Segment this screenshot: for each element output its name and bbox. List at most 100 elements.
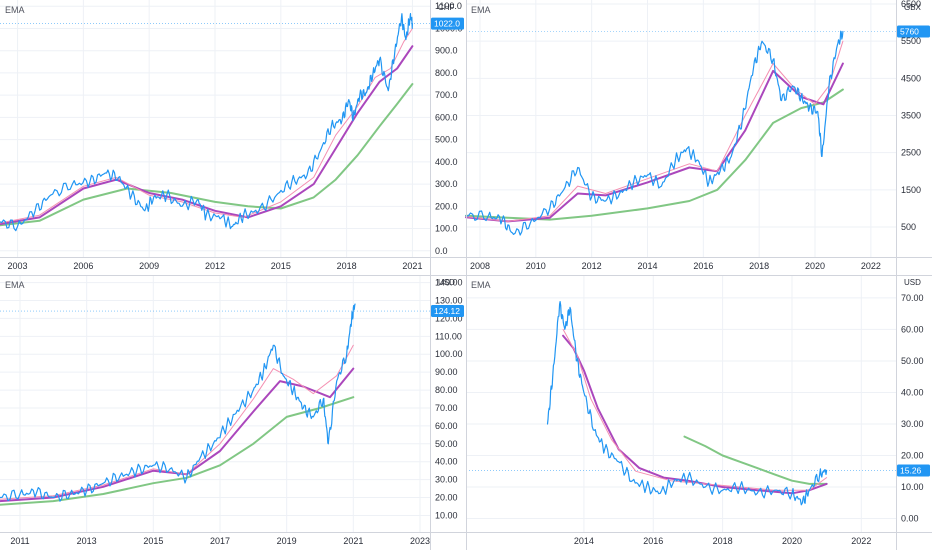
x-tick-label: 2009 (139, 261, 159, 271)
x-tick-label: 2023 (410, 536, 430, 546)
chart-panel-4[interactable]: 0.00 10.00 20.00 30.00 40.00 50.00 60.00 70.00 2… (466, 275, 932, 550)
x-tick-label: 2014 (574, 536, 594, 546)
y-tick-label: 4500 (901, 73, 921, 83)
x-tick-label: 2021 (402, 261, 422, 271)
currency-label: USD (904, 278, 921, 287)
x-tick-label: 2015 (143, 536, 163, 546)
x-tick-label: 2010 (526, 261, 546, 271)
y-tick-label: 400.0 (435, 157, 458, 167)
last-price-tag (897, 464, 930, 477)
y-tick-label: 40.00 (901, 387, 924, 397)
x-tick-label: 2014 (637, 261, 657, 271)
series-line-price (546, 301, 828, 506)
x-tick-label: 2021 (343, 536, 363, 546)
last-price-tag (431, 17, 464, 30)
x-tick-label: 2012 (205, 261, 225, 271)
y-tick-label: 50.00 (435, 439, 458, 449)
x-tick-label: 2012 (582, 261, 602, 271)
series-line-price (465, 30, 844, 236)
y-tick-label: 900.0 (435, 46, 458, 56)
y-tick-label: 50.00 (901, 356, 924, 366)
x-tick-label: 2019 (277, 536, 297, 546)
y-tick-label: 0.00 (901, 514, 919, 524)
x-tick-label: 2020 (782, 536, 802, 546)
last-price-tag (431, 305, 464, 318)
y-tick-label: 10.00 (901, 482, 924, 492)
indicator-label[interactable]: EMA (471, 5, 491, 15)
y-tick-label: 6500 (901, 0, 921, 9)
x-tick-label: 2018 (749, 261, 769, 271)
series-line-ema-fast (465, 40, 844, 222)
last-price-value: 1022.0 (434, 19, 460, 29)
panel-background (466, 275, 932, 550)
indicator-label[interactable]: EMA (5, 5, 25, 15)
currency-label: GBX (904, 3, 922, 12)
panel-background (466, 0, 932, 275)
y-tick-label: 500.0 (435, 135, 458, 145)
y-tick-label: 20.00 (901, 451, 924, 461)
y-tick-label: 700.0 (435, 90, 458, 100)
indicator-label[interactable]: EMA (5, 280, 25, 290)
x-tick-label: 2016 (643, 536, 663, 546)
last-price-value: 5760 (900, 27, 919, 37)
x-tick-label: 2020 (805, 261, 825, 271)
y-tick-label: 70.00 (435, 403, 458, 413)
last-price-value: 124.12 (434, 306, 460, 316)
y-tick-label: 5500 (901, 36, 921, 46)
x-tick-label: 2003 (8, 261, 28, 271)
y-tick-label: 120.00 (435, 313, 463, 323)
currency-label: USD (438, 278, 455, 287)
y-tick-label: 60.00 (901, 324, 924, 334)
series-line-ema-slow (0, 396, 355, 506)
x-tick-label: 2015 (271, 261, 291, 271)
y-tick-label: 2500 (901, 148, 921, 158)
y-tick-label: 1500 (901, 185, 921, 195)
x-tick-label: 2022 (861, 261, 881, 271)
y-tick-label: 40.00 (435, 457, 458, 467)
y-tick-label: 110.00 (435, 331, 462, 341)
series-line-ema-slow (0, 83, 414, 227)
x-tick-label: 2008 (470, 261, 490, 271)
y-tick-label: 100.00 (435, 349, 463, 359)
y-tick-label: 0.0 (435, 246, 448, 256)
y-tick-label: 30.00 (435, 475, 458, 485)
y-tick-label: 130.00 (435, 295, 463, 305)
panel-background (0, 0, 466, 275)
chart-panel-2[interactable]: 500 1500 2500 3500 4500 5500 6500 2008 2010 2012 2… (465, 0, 932, 275)
y-tick-label: 70.00 (901, 293, 924, 303)
series-line-ema-fast (562, 328, 828, 491)
y-tick-label: 60.00 (435, 421, 458, 431)
chart-panel-3[interactable]: 10.00 20.00 30.00 40.00 50.00 60.00 70.00 80.00… (0, 275, 466, 550)
y-tick-label: 10.00 (435, 510, 458, 520)
y-tick-label: 200.0 (435, 201, 458, 211)
last-price-value: 15.26 (900, 465, 922, 475)
y-tick-label: 90.00 (435, 367, 458, 377)
y-tick-label: 600.0 (435, 112, 458, 122)
series-line-price (0, 13, 413, 232)
y-tick-label: 300.0 (435, 179, 458, 189)
y-tick-label: 800.0 (435, 68, 458, 78)
x-tick-label: 2016 (693, 261, 713, 271)
y-tick-label: 3500 (901, 110, 921, 120)
series-line-ema-slow (683, 435, 828, 485)
chart-panel-1[interactable]: 0.0 100.0 200.0 300.0 400.0 500.0 600.0 700.0 80… (0, 0, 466, 275)
y-tick-label: 140.00 (435, 278, 463, 288)
y-tick-label: 100.0 (435, 224, 458, 234)
y-tick-label: 500 (901, 222, 916, 232)
x-tick-label: 2013 (77, 536, 97, 546)
y-tick-label: 20.00 (435, 493, 458, 503)
y-tick-label: 30.00 (901, 419, 924, 429)
y-tick-label: 80.00 (435, 385, 458, 395)
x-tick-label: 2011 (10, 536, 29, 546)
series-line-ema-fast (0, 28, 413, 224)
indicator-label[interactable]: EMA (471, 280, 491, 290)
x-tick-label: 2017 (210, 536, 230, 546)
x-tick-label: 2022 (851, 536, 871, 546)
panel-background (0, 275, 466, 550)
x-tick-label: 2018 (713, 536, 733, 546)
y-tick-label: 1100.0 (435, 1, 462, 11)
x-tick-label: 2006 (73, 261, 93, 271)
currency-label: CHF (438, 3, 455, 12)
last-price-tag (897, 25, 930, 38)
